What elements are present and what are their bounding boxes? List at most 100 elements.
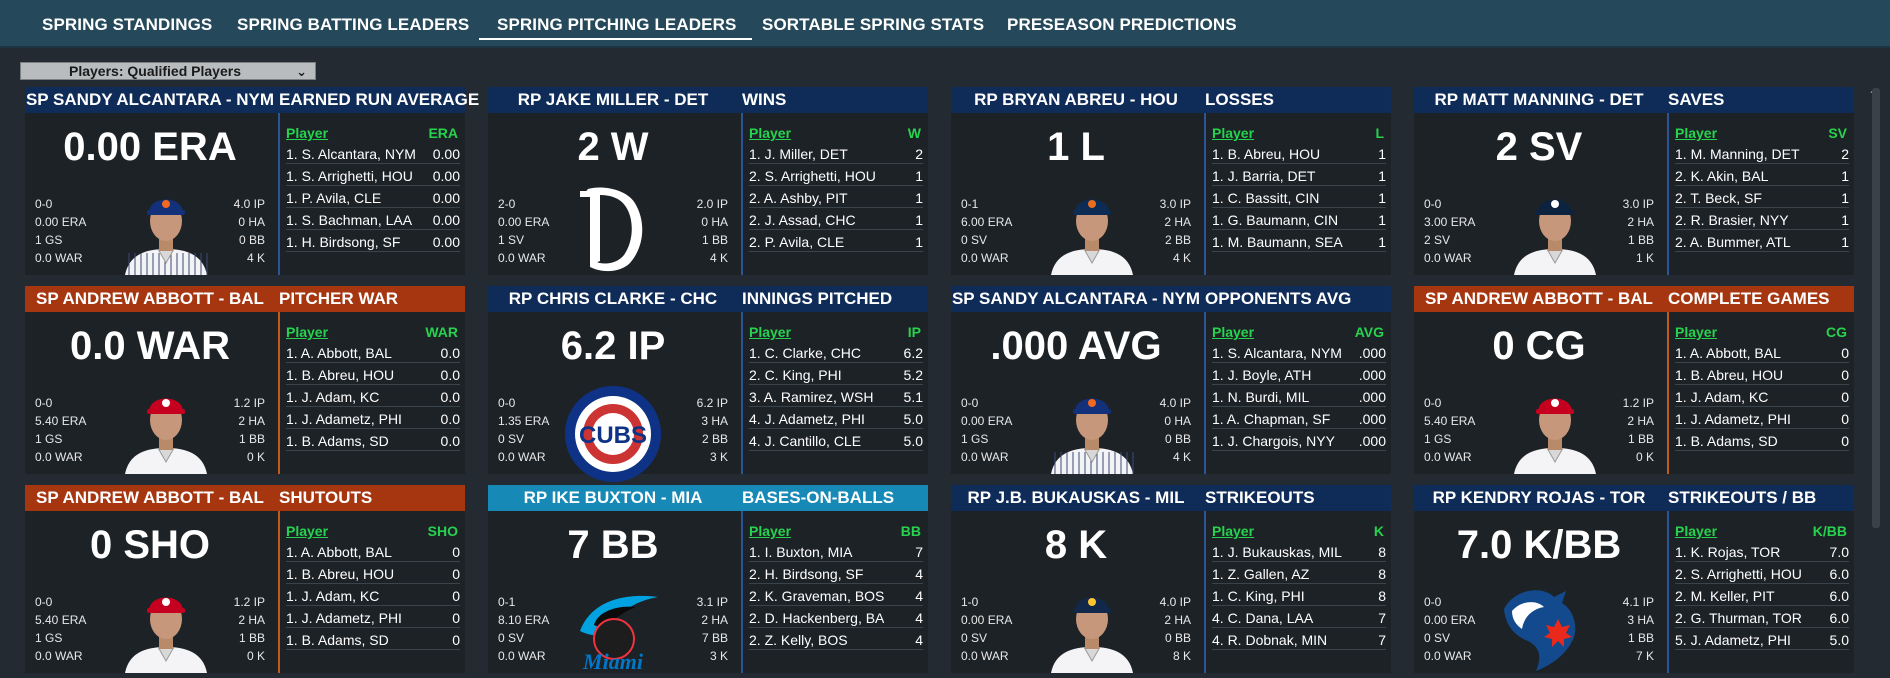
col-stat-header[interactable]: L [1375, 125, 1384, 141]
col-player-header[interactable]: Player [286, 523, 329, 539]
col-player-header[interactable]: Player [1212, 125, 1255, 141]
col-player-header[interactable]: Player [749, 324, 792, 340]
col-player-header[interactable]: Player [749, 125, 792, 141]
vertical-scrollbar[interactable] [1872, 88, 1880, 528]
card-player-name[interactable]: RP CHRIS CLARKE - CHC [508, 289, 718, 308]
col-stat-header[interactable]: K/BB [1812, 523, 1847, 539]
leader-row[interactable]: 1. J. Adam, KC 0 [1675, 386, 1849, 407]
leader-row[interactable]: 1. C. Bassitt, CIN 1 [1212, 187, 1386, 208]
leader-row[interactable]: 4. J. Cantillo, CLE 5.0 [749, 430, 923, 451]
leader-row[interactable]: 2. J. Assad, CHC 1 [749, 209, 923, 230]
leader-row[interactable]: 1. B. Abreu, HOU 0.0 [286, 364, 460, 385]
col-player-header[interactable]: Player [1675, 324, 1718, 340]
leader-row[interactable]: 2. S. Arrighetti, HOU 1 [749, 165, 923, 186]
col-stat-header[interactable]: IP [907, 324, 921, 340]
leader-row[interactable]: 2. C. King, PHI 5.2 [749, 364, 923, 385]
players-filter-dropdown[interactable]: Players: Qualified Players ⌄ [20, 62, 316, 80]
col-stat-header[interactable]: CG [1826, 324, 1847, 340]
card-player-name[interactable]: SP ANDREW ABBOTT - BAL [36, 488, 264, 507]
leader-row[interactable]: 2. A. Bummer, ATL 1 [1675, 231, 1849, 252]
col-stat-header[interactable]: SHO [427, 523, 458, 539]
leader-row[interactable]: 1. C. Clarke, CHC 6.2 [749, 342, 923, 363]
leader-row[interactable]: 1. K. Rojas, TOR 7.0 [1675, 541, 1849, 562]
leader-row[interactable]: 5. J. Adametz, PHI 5.0 [1675, 629, 1849, 650]
leader-row[interactable]: 4. C. Dana, LAA 7 [1212, 607, 1386, 628]
card-player-name[interactable]: SP SANDY ALCANTARA - NYM [951, 289, 1201, 308]
leader-row[interactable]: 1. P. Avila, CLE 0.00 [286, 187, 460, 208]
leader-row[interactable]: 1. A. Chapman, SF .000 [1212, 408, 1386, 429]
leader-row[interactable]: 1. B. Abreu, HOU 1 [1212, 143, 1386, 164]
leader-row[interactable]: 1. A. Abbott, BAL 0 [286, 541, 460, 562]
leader-row[interactable]: 1. H. Birdsong, SF 0.00 [286, 231, 460, 252]
leader-row[interactable]: 1. J. Miller, DET 2 [749, 143, 923, 164]
leader-row[interactable]: 1. S. Bachman, LAA 0.00 [286, 209, 460, 230]
leader-row[interactable]: 1. A. Abbott, BAL 0 [1675, 342, 1849, 363]
leader-row[interactable]: 2. K. Graveman, BOS 4 [749, 585, 923, 606]
leader-row[interactable]: 1. S. Arrighetti, HOU 0.00 [286, 165, 460, 186]
leader-row[interactable]: 2. M. Keller, PIT 6.0 [1675, 585, 1849, 606]
leader-row[interactable]: 1. C. King, PHI 8 [1212, 585, 1386, 606]
leader-row[interactable]: 1. J. Barria, DET 1 [1212, 165, 1386, 186]
col-player-header[interactable]: Player [749, 523, 792, 539]
col-player-header[interactable]: Player [286, 125, 329, 141]
leader-row[interactable]: 2. P. Avila, CLE 1 [749, 231, 923, 252]
leader-row[interactable]: 1. J. Adametz, PHI 0.0 [286, 408, 460, 429]
tab-sortable-spring-stats[interactable]: SORTABLE SPRING STATS [762, 15, 985, 34]
card-player-name[interactable]: SP SANDY ALCANTARA - NYM [25, 90, 275, 109]
col-stat-header[interactable]: W [907, 125, 921, 141]
leader-row[interactable]: 1. B. Abreu, HOU 0 [1675, 364, 1849, 385]
leader-row[interactable]: 2. T. Beck, SF 1 [1675, 187, 1849, 208]
leader-row[interactable]: 1. B. Abreu, HOU 0 [286, 563, 460, 584]
card-player-name[interactable]: RP KENDRY ROJAS - TOR [1432, 488, 1646, 507]
leader-row[interactable]: 1. Z. Gallen, AZ 8 [1212, 563, 1386, 584]
leader-row[interactable]: 2. K. Akin, BAL 1 [1675, 165, 1849, 186]
leader-row[interactable]: 2. Z. Kelly, BOS 4 [749, 629, 923, 650]
col-stat-header[interactable]: ERA [428, 125, 458, 141]
leader-row[interactable]: 1. A. Abbott, BAL 0.0 [286, 342, 460, 363]
col-player-header[interactable]: Player [1212, 324, 1255, 340]
leader-row[interactable]: 1. N. Burdi, MIL .000 [1212, 386, 1386, 407]
card-player-name[interactable]: RP JAKE MILLER - DET [517, 90, 709, 109]
leader-row[interactable]: 1. J. Bukauskas, MIL 8 [1212, 541, 1386, 562]
tab-spring-pitching-leaders[interactable]: SPRING PITCHING LEADERS [478, 15, 753, 40]
leader-row[interactable]: 1. I. Buxton, MIA 7 [749, 541, 923, 562]
leader-row[interactable]: 1. J. Chargois, NYY .000 [1212, 430, 1386, 451]
tab-preseason-predictions[interactable]: PRESEASON PREDICTIONS [1007, 15, 1237, 34]
leader-row[interactable]: 2. G. Thurman, TOR 6.0 [1675, 607, 1849, 628]
col-player-header[interactable]: Player [1212, 523, 1255, 539]
card-player-name[interactable]: SP ANDREW ABBOTT - BAL [1425, 289, 1653, 308]
leader-row[interactable]: 1. B. Adams, SD 0.0 [286, 430, 460, 451]
leader-row[interactable]: 1. S. Alcantara, NYM 0.00 [286, 143, 460, 164]
leader-row[interactable]: 1. J. Boyle, ATH .000 [1212, 364, 1386, 385]
leader-row[interactable]: 1. J. Adametz, PHI 0 [1675, 408, 1849, 429]
col-stat-header[interactable]: BB [900, 523, 921, 539]
leader-row[interactable]: 1. M. Baumann, SEA 1 [1212, 231, 1386, 252]
col-player-header[interactable]: Player [286, 324, 329, 340]
leader-row[interactable]: 2. H. Birdsong, SF 4 [749, 563, 923, 584]
leader-row[interactable]: 2. A. Ashby, PIT 1 [749, 187, 923, 208]
tab-spring-batting-leaders[interactable]: SPRING BATTING LEADERS [237, 15, 470, 34]
leader-row[interactable]: 1. M. Manning, DET 2 [1675, 143, 1849, 164]
tab-spring-standings[interactable]: SPRING STANDINGS [42, 15, 213, 34]
col-stat-header[interactable]: K [1373, 523, 1384, 539]
leader-row[interactable]: 1. J. Adam, KC 0 [286, 585, 460, 606]
col-player-header[interactable]: Player [1675, 523, 1718, 539]
leader-row[interactable]: 1. B. Adams, SD 0 [1675, 430, 1849, 451]
leader-row[interactable]: 1. J. Adam, KC 0.0 [286, 386, 460, 407]
leader-row[interactable]: 1. G. Baumann, CIN 1 [1212, 209, 1386, 230]
card-player-name[interactable]: RP IKE BUXTON - MIA [523, 488, 703, 507]
leader-row[interactable]: 2. S. Arrighetti, HOU 6.0 [1675, 563, 1849, 584]
card-player-name[interactable]: RP BRYAN ABREU - HOU [974, 90, 1178, 109]
card-player-name[interactable]: RP MATT MANNING - DET [1434, 90, 1644, 109]
col-stat-header[interactable]: WAR [425, 324, 458, 340]
col-stat-header[interactable]: SV [1828, 125, 1847, 141]
leader-row[interactable]: 2. D. Hackenberg, BAL 4 [749, 607, 923, 628]
col-stat-header[interactable]: AVG [1354, 324, 1384, 340]
leader-row[interactable]: 1. B. Adams, SD 0 [286, 629, 460, 650]
leader-row[interactable]: 3. A. Ramirez, WSH 5.1 [749, 386, 923, 407]
leader-row[interactable]: 4. R. Dobnak, MIN 7 [1212, 629, 1386, 650]
leader-row[interactable]: 1. S. Alcantara, NYM .000 [1212, 342, 1386, 363]
leader-row[interactable]: 4. J. Adametz, PHI 5.0 [749, 408, 923, 429]
card-player-name[interactable]: SP ANDREW ABBOTT - BAL [36, 289, 264, 308]
col-player-header[interactable]: Player [1675, 125, 1718, 141]
